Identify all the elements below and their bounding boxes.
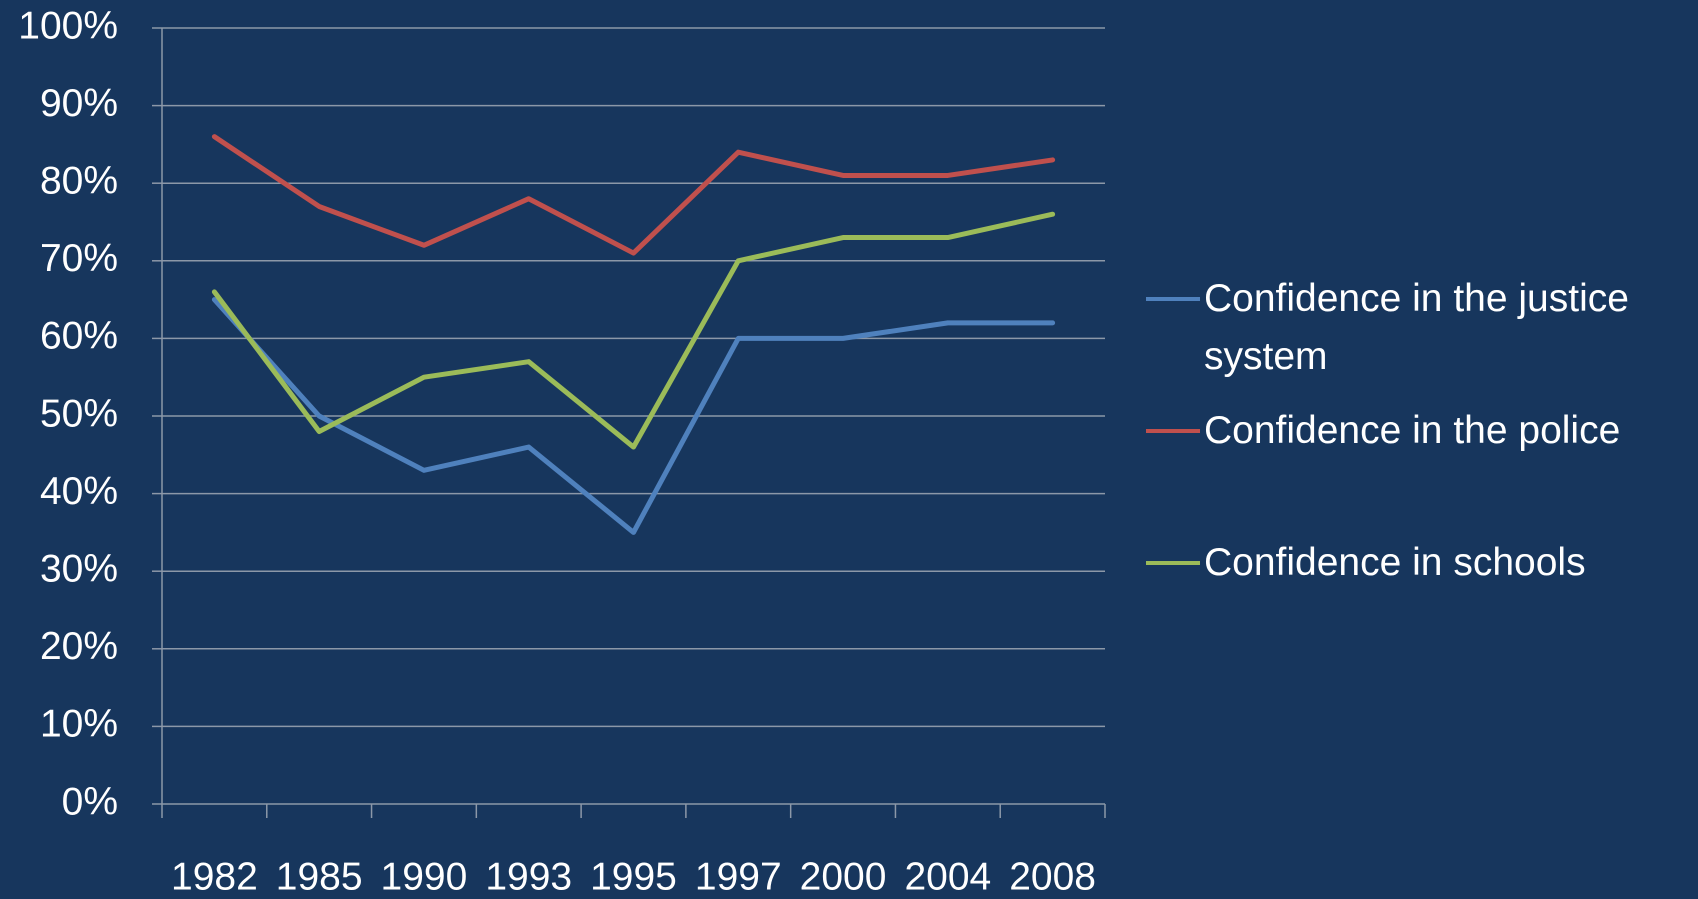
y-tick-label: 90% <box>40 82 118 125</box>
legend-label: Confidence in the police <box>1204 409 1621 452</box>
y-tick-label: 10% <box>40 703 118 746</box>
y-tick-label: 70% <box>40 237 118 280</box>
series-line <box>211 211 1056 450</box>
legend-entry: Confidence in schools <box>1146 534 1694 592</box>
legend-label: Confidence in the justice system <box>1204 277 1629 378</box>
y-tick-label: 30% <box>40 547 118 590</box>
legend-label: Confidence in schools <box>1204 541 1586 584</box>
y-tick-label: 50% <box>40 392 118 435</box>
x-tick-label: 2000 <box>800 855 887 898</box>
y-tick-label: 40% <box>40 470 118 513</box>
y-tick-label: 20% <box>40 625 118 668</box>
y-tick-label: 100% <box>18 4 118 47</box>
x-tick-label: 2008 <box>1009 855 1096 898</box>
y-tick-label: 0% <box>62 780 118 823</box>
x-tick-label: 1995 <box>590 855 677 898</box>
x-tick-label: 1985 <box>276 855 363 898</box>
y-tick-label: 60% <box>40 315 118 358</box>
x-tick-label: 1982 <box>171 855 258 898</box>
x-tick-label: 1997 <box>695 855 782 898</box>
legend-entry: Confidence in the police <box>1146 402 1694 460</box>
y-tick-label: 80% <box>40 159 118 202</box>
x-tick-label: 2004 <box>904 855 991 898</box>
x-tick-label: 1990 <box>381 855 468 898</box>
legend-swatch <box>1146 561 1200 565</box>
legend-entry: Confidence in the justice system <box>1146 270 1694 386</box>
legend-swatch <box>1146 429 1200 433</box>
x-tick-label: 1993 <box>485 855 572 898</box>
legend-swatch <box>1146 297 1200 301</box>
series-line <box>211 297 1056 535</box>
series-line <box>211 134 1056 256</box>
